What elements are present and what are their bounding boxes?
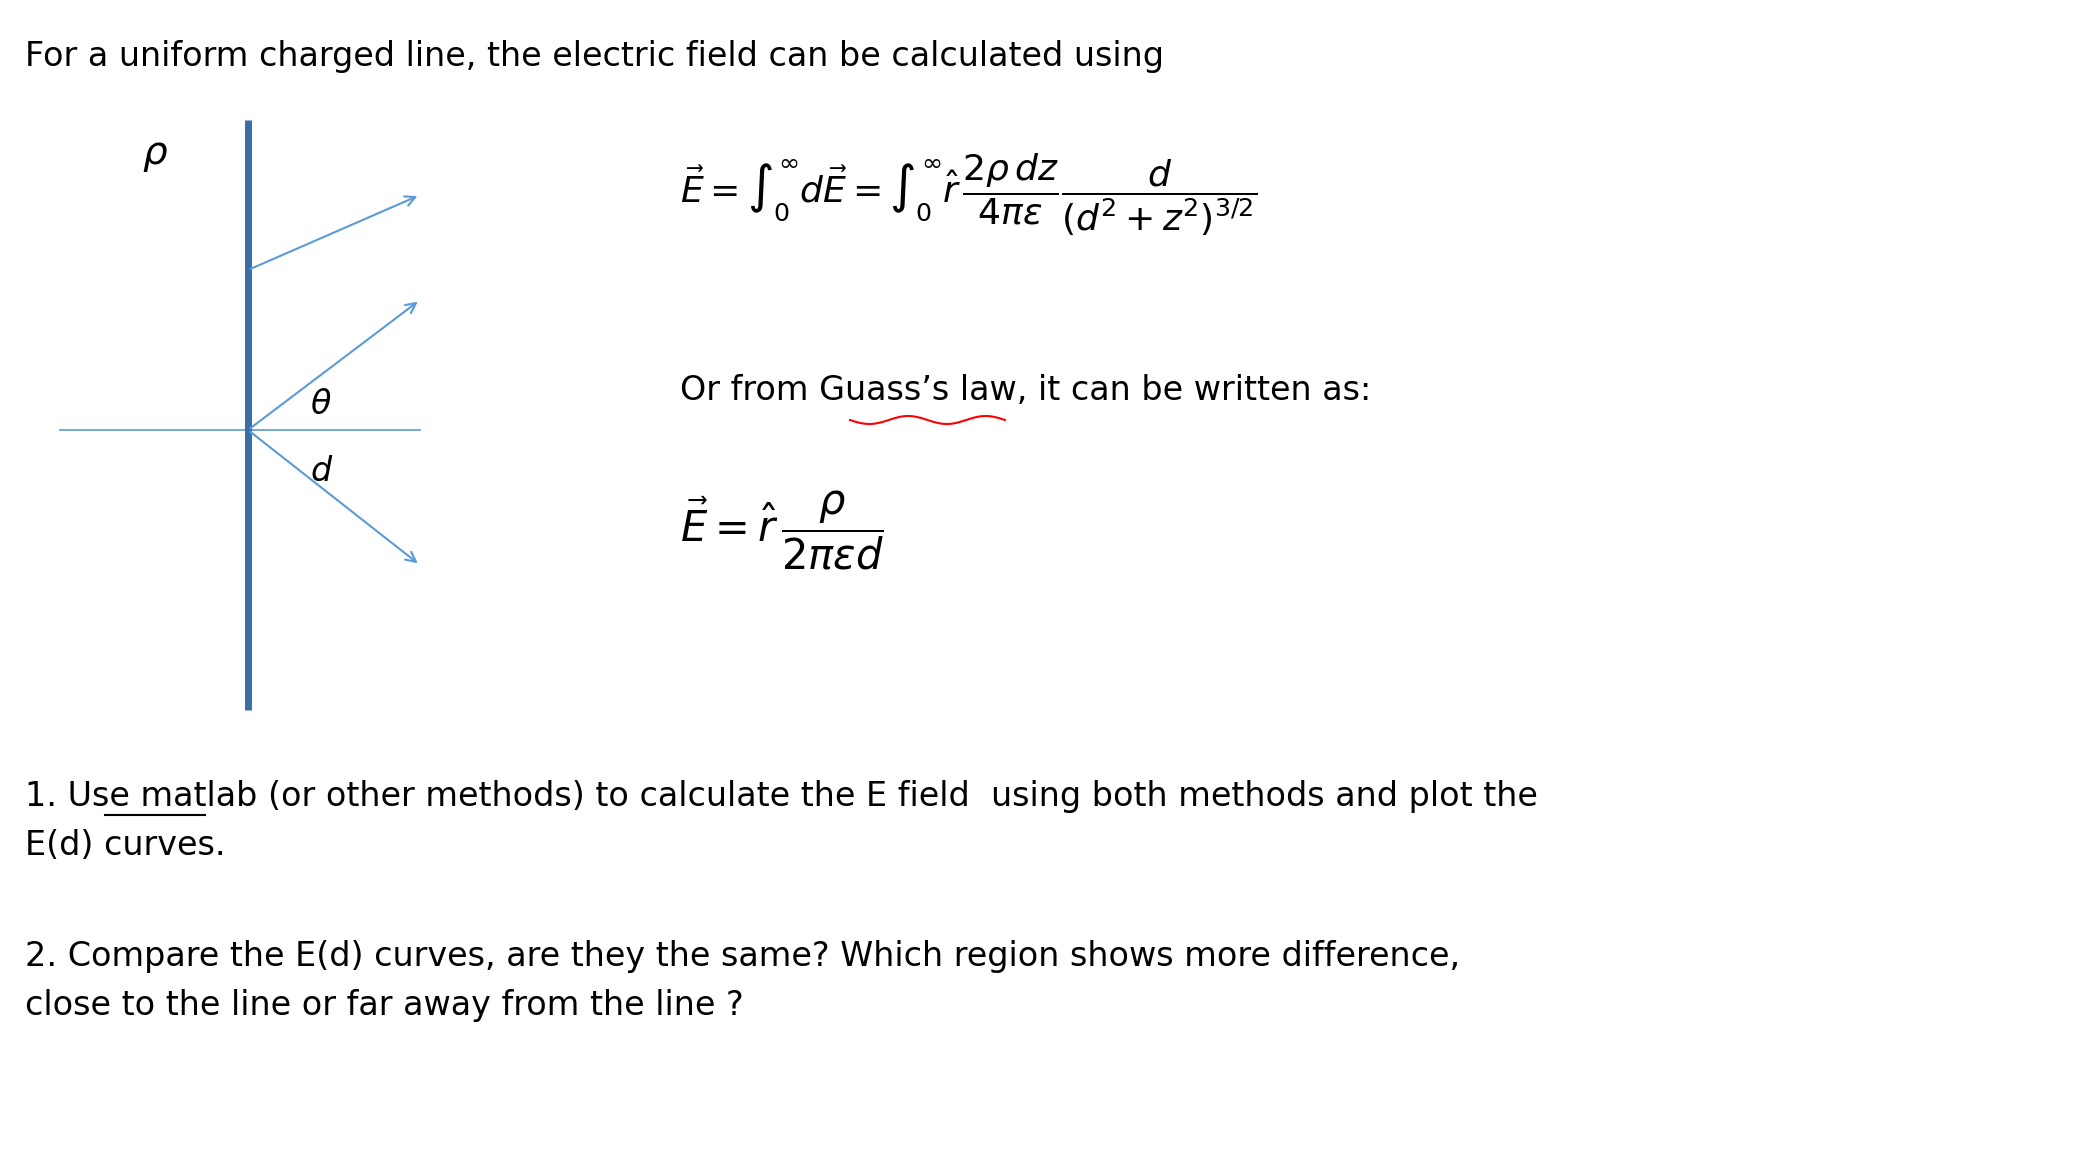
Text: 1. Use matlab (or other methods) to calculate the E field  using both methods an: 1. Use matlab (or other methods) to calc…: [25, 781, 1538, 862]
Text: Or from Guass’s law, it can be written as:: Or from Guass’s law, it can be written a…: [680, 374, 1370, 407]
Text: 2. Compare the E(d) curves, are they the same? Which region shows more differenc: 2. Compare the E(d) curves, are they the…: [25, 940, 1459, 1022]
Text: For a uniform charged line, the electric field can be calculated using: For a uniform charged line, the electric…: [25, 40, 1165, 73]
Text: $\vec{E} = \hat{r}\,\dfrac{\rho}{2\pi\varepsilon d}$: $\vec{E} = \hat{r}\,\dfrac{\rho}{2\pi\va…: [680, 488, 883, 572]
Text: $\theta$: $\theta$: [311, 388, 332, 422]
Text: $\vec{E} = \int_0^{\infty} d\vec{E} = \int_0^{\infty} \hat{r}\,\dfrac{2\rho\,dz}: $\vec{E} = \int_0^{\infty} d\vec{E} = \i…: [680, 151, 1256, 238]
Text: $d$: $d$: [311, 456, 334, 488]
Text: $\rho$: $\rho$: [141, 136, 168, 174]
